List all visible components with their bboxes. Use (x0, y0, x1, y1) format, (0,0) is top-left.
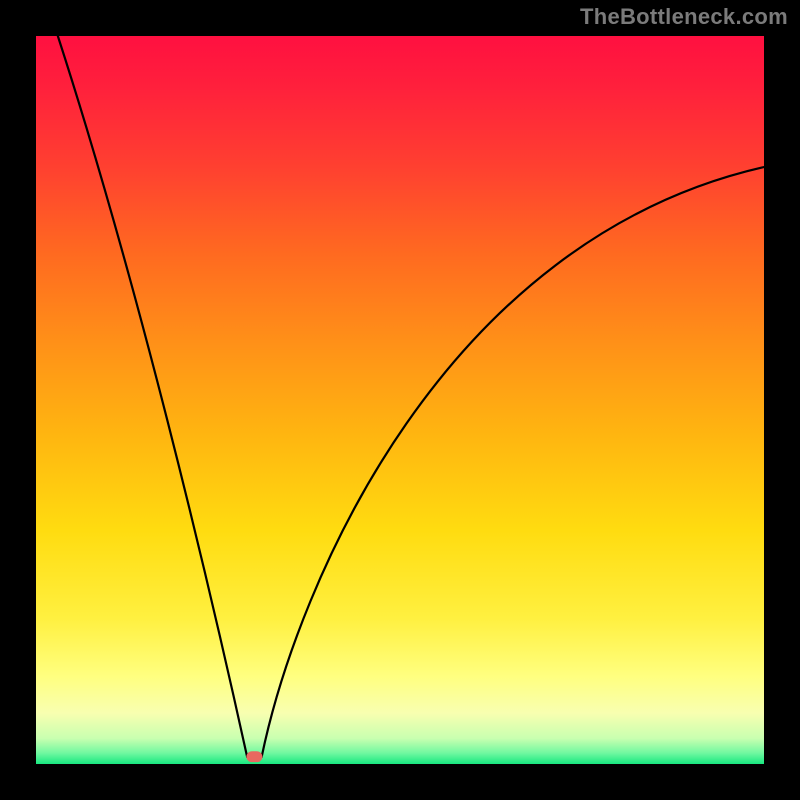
plot-area (36, 36, 764, 764)
watermark-text: TheBottleneck.com (580, 4, 788, 30)
bottleneck-chart (36, 36, 764, 764)
gradient-background (36, 36, 764, 764)
dip-marker (246, 751, 262, 762)
stage: TheBottleneck.com (0, 0, 800, 800)
